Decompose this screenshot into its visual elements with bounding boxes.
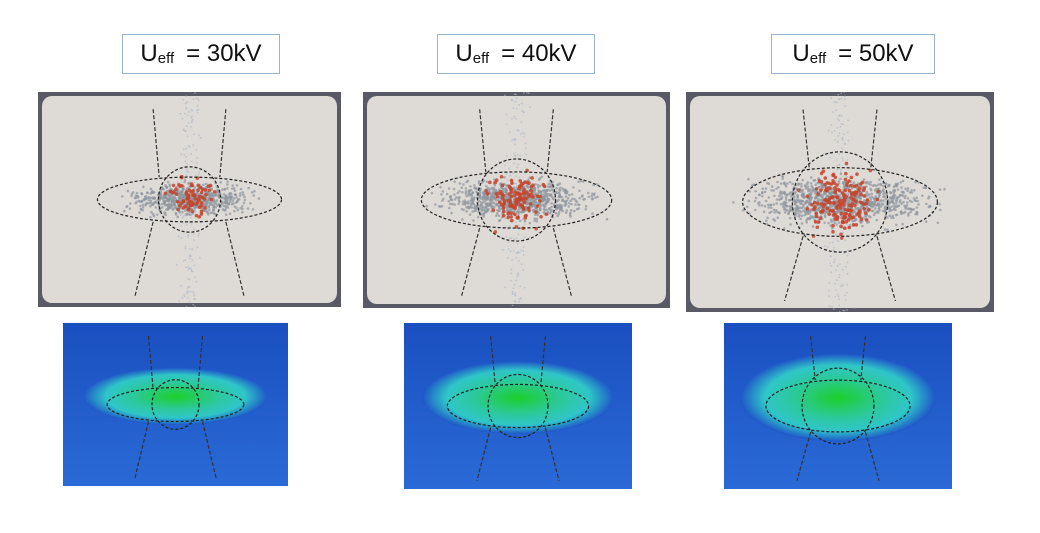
sim-svg-40kv — [404, 323, 632, 489]
simulation-electrode-line — [147, 335, 154, 388]
photo-electrode-line — [876, 236, 897, 302]
label-subscript: eff — [809, 49, 827, 67]
simulation-circle-overlay — [487, 373, 549, 439]
simulation-circle-overlay — [151, 379, 200, 430]
photo-electrode-line — [479, 109, 487, 172]
photo-electrode-line — [546, 109, 554, 172]
photo-panel-30kv — [38, 92, 341, 307]
label-value: = 30kV — [186, 40, 262, 67]
simulation-electrode-line — [864, 431, 880, 481]
simulation-electrode-line — [860, 336, 866, 381]
photo-electrode-line — [870, 109, 878, 168]
simulation-field-blob — [740, 353, 936, 442]
label-subscript: eff — [157, 49, 175, 67]
simulation-ellipse-overlay — [765, 379, 911, 433]
label-value: = 40kV — [501, 40, 577, 67]
simulation-electrode-line — [197, 335, 204, 388]
simulation-electrode-line — [201, 421, 217, 478]
label-symbol: U — [140, 40, 158, 67]
simulation-field-blob — [82, 367, 269, 426]
simulation-circle-overlay — [801, 367, 875, 445]
photo-svg-30kv — [38, 92, 341, 307]
photo-electrode-line — [152, 109, 160, 178]
simulation-panel-30kv — [63, 323, 288, 486]
photo-electrode-line — [134, 221, 154, 297]
simulation-electrode-line — [490, 336, 496, 385]
photo-panel-50kv — [686, 92, 994, 312]
photo-svg-50kv — [686, 92, 994, 312]
label-symbol: U — [792, 40, 810, 67]
simulation-field-blob — [422, 361, 614, 435]
simulation-electrode-line — [476, 427, 492, 481]
label-symbol: U — [455, 40, 473, 67]
photo-dots — [120, 92, 261, 307]
photo-svg-40kv — [363, 92, 670, 308]
simulation-ellipse-overlay — [446, 383, 590, 429]
photo-circle-overlay — [476, 158, 557, 242]
photo-ellipse-overlay — [96, 176, 283, 223]
photo-panel-40kv — [363, 92, 670, 308]
simulation-electrode-line — [796, 431, 812, 481]
simulation-panel-50kv — [724, 323, 952, 489]
photo-electrode-line — [219, 109, 227, 178]
simulation-electrode-line — [544, 427, 560, 481]
simulation-electrode-line — [134, 421, 150, 478]
simulation-panel-40kv — [404, 323, 632, 489]
sim-svg-50kv — [724, 323, 952, 489]
sim-svg-30kv — [63, 323, 288, 486]
photo-ellipse-overlay — [420, 171, 613, 229]
photo-circle-overlay — [791, 151, 889, 253]
photo-electrode-line — [783, 236, 804, 302]
label-value: = 50kV — [838, 40, 914, 67]
photo-ellipse-overlay — [742, 167, 938, 237]
label-subscript: eff — [472, 49, 490, 67]
simulation-ellipse-overlay — [106, 386, 245, 423]
simulation-electrode-line — [540, 336, 546, 385]
photo-electrode-line — [802, 109, 810, 168]
simulation-electrode-line — [810, 336, 816, 381]
photo-dots — [732, 92, 946, 312]
photo-electrode-line — [225, 221, 245, 297]
photo-circle-overlay — [157, 166, 222, 233]
